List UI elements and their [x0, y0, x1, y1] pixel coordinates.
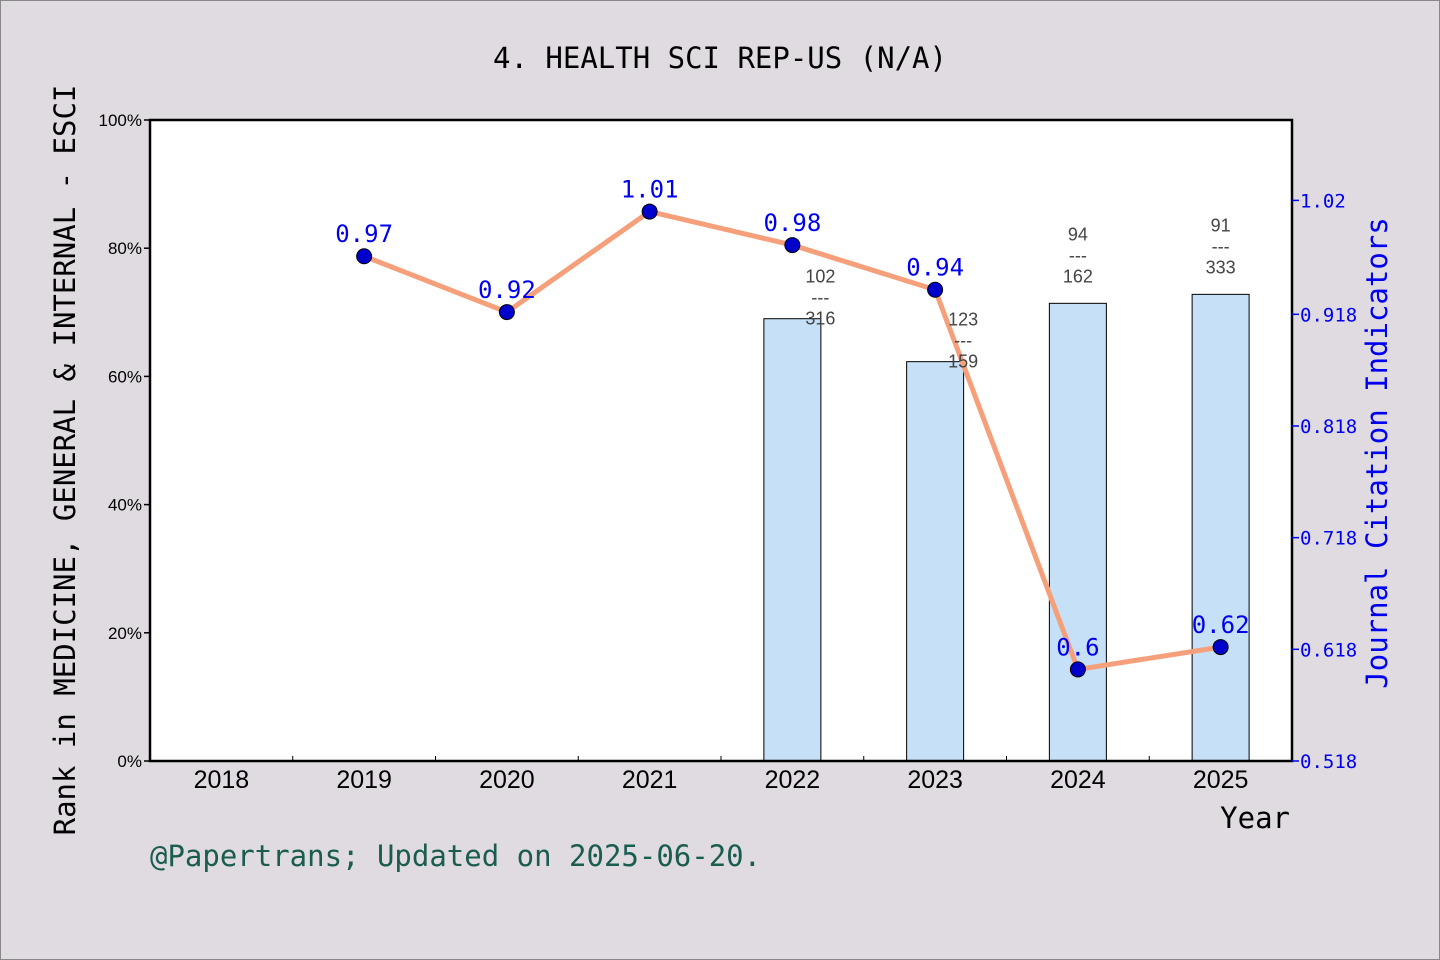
left-tick-label-0: 0% [117, 752, 142, 771]
line-markers [356, 203, 1229, 678]
x-tick-label-2024: 2024 [1050, 766, 1106, 794]
left-tick-label-20: 20% [108, 624, 142, 643]
x-axis-label: Year [1220, 801, 1290, 835]
bar-2023 [906, 361, 965, 762]
bar-rank-2025: 91 [1211, 215, 1231, 235]
bar-2025 [1191, 293, 1250, 762]
bar-series [763, 293, 1250, 762]
x-tick-label-2023: 2023 [907, 766, 963, 794]
bar-2024 [1048, 302, 1107, 762]
marker-2019 [356, 248, 373, 265]
marker-2023 [927, 281, 944, 298]
bar-rank-2022: 102 [805, 267, 835, 287]
line-label-2019: 0.97 [335, 220, 393, 248]
line-label-2022: 0.98 [763, 209, 821, 237]
left-tick-label-100: 100% [99, 111, 142, 130]
left-axis-label: Rank in MEDICINE, GENERAL & INTERNAL - E… [48, 85, 82, 836]
line-label-2024: 0.6 [1056, 633, 1099, 661]
bar-rank-2023: 123 [948, 310, 978, 330]
bar-total-2025: 333 [1206, 257, 1236, 277]
marker-2021 [641, 203, 658, 220]
x-tick-label-2022: 2022 [765, 766, 821, 794]
bar-separator-2022: --- [811, 288, 829, 308]
right-tick-label-0: 0.518 [1300, 751, 1357, 773]
footer-credit: @Papertrans; Updated on 2025-06-20. [150, 839, 761, 873]
bar-total-2022: 316 [805, 309, 835, 329]
left-axis: 0% 20% 40% 60% 80% 100% [99, 111, 150, 771]
x-tick-label-2018: 2018 [194, 766, 250, 794]
x-tick-label-2020: 2020 [479, 766, 535, 794]
left-tick-label-80: 80% [108, 239, 142, 258]
left-tick-label-40: 40% [108, 496, 142, 515]
line-label-2021: 1.01 [621, 176, 679, 204]
line-label-2020: 0.92 [478, 276, 536, 304]
bar-total-2024: 162 [1063, 266, 1093, 286]
marker-2022 [784, 237, 801, 254]
right-axis: 0.518 0.618 0.718 0.818 0.918 1.02 [1292, 190, 1357, 773]
right-tick-label-3: 0.818 [1300, 416, 1357, 438]
bar-rank-2024: 94 [1068, 224, 1088, 244]
x-axis: 2018 2019 2020 2021 2022 2023 2024 2025 [194, 756, 1249, 794]
right-tick-label-2: 0.718 [1300, 528, 1357, 550]
left-tick-label-60: 60% [108, 367, 142, 386]
marker-2020 [498, 304, 515, 321]
marker-2024 [1069, 661, 1086, 678]
right-tick-label-1: 0.618 [1300, 639, 1357, 661]
right-tick-label-4: 0.918 [1300, 304, 1357, 326]
bar-separator-2025: --- [1212, 236, 1230, 256]
chart-title: 4. HEALTH SCI REP-US (N/A) [493, 41, 947, 75]
x-tick-label-2021: 2021 [622, 766, 678, 794]
line-label-2023: 0.94 [906, 254, 964, 282]
right-axis-label: Journal Citation Indicators [1360, 217, 1394, 688]
line-label-2025: 0.62 [1192, 611, 1250, 639]
x-tick-label-2025: 2025 [1193, 766, 1249, 794]
marker-2025 [1212, 639, 1229, 656]
line-labels: 0.97 0.92 1.01 0.98 0.94 0.6 0.62 [335, 176, 1249, 662]
bar-separator-2024: --- [1069, 245, 1087, 265]
x-tick-label-2019: 2019 [336, 766, 392, 794]
bar-separator-2023: --- [954, 331, 972, 351]
bar-total-2023: 159 [948, 352, 978, 372]
bar-2022 [763, 318, 822, 762]
right-tick-label-5: 1.02 [1300, 190, 1346, 212]
